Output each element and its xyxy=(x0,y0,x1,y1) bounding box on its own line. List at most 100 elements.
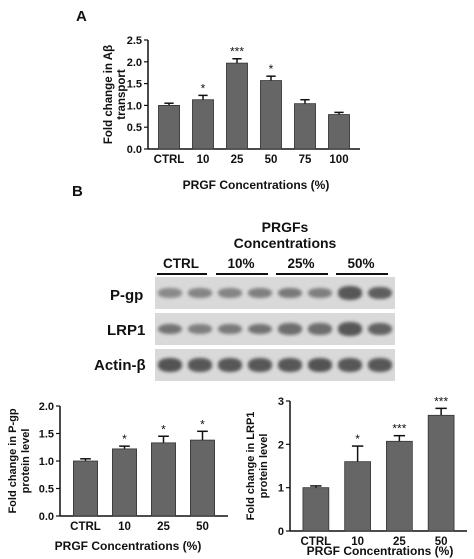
blot-band xyxy=(338,322,362,336)
blot-band xyxy=(158,323,182,335)
blot-band xyxy=(308,287,332,299)
blot-band xyxy=(278,358,302,372)
bar xyxy=(328,114,350,150)
panel-label-a: A xyxy=(76,8,87,25)
y-axis-title: protein level xyxy=(258,434,270,499)
blot-band xyxy=(158,358,182,372)
blot-row-label-pgp: P-gp xyxy=(110,287,144,304)
x-tick-label: CTRL xyxy=(154,154,185,166)
x-axis-title: PRGF Concentrations (%) xyxy=(183,178,330,192)
y-tick-label: 3 xyxy=(278,396,284,408)
blot-group-50: 50% xyxy=(347,256,375,271)
y-tick-label: 2.0 xyxy=(39,401,54,413)
bar xyxy=(386,440,413,532)
x-tick-label: 75 xyxy=(299,154,312,166)
x-tick-label: 25 xyxy=(393,536,406,548)
y-tick-label: 0.0 xyxy=(39,511,54,523)
y-tick-label: 2 xyxy=(278,439,284,451)
y-tick-label: 1 xyxy=(278,483,284,495)
blot-band xyxy=(308,323,332,335)
chart-pgp: 0.0 0.5 1.0 1.5 2.0 CTRL * 10 * 25 * 50 PRGF Concent… xyxy=(7,401,228,553)
blot-band xyxy=(368,286,392,300)
bar xyxy=(260,80,282,150)
x-tick-label: 10 xyxy=(351,536,364,548)
x-tick-label: 10 xyxy=(118,521,131,533)
y-axis-title: Fold change in P-gp xyxy=(7,408,19,513)
x-tick-label: 10 xyxy=(197,154,210,166)
bar xyxy=(344,461,371,532)
significance-marker: *** xyxy=(230,45,244,59)
bar xyxy=(190,439,215,517)
blot-group-25: 25% xyxy=(287,256,315,271)
blot-band xyxy=(248,323,272,335)
blot-header-line1: PRGFs xyxy=(261,219,309,235)
y-axis-title: transport xyxy=(116,69,128,120)
y-tick-label: 2.0 xyxy=(127,57,142,69)
x-tick-label: CTRL xyxy=(70,521,101,533)
bar xyxy=(158,105,180,150)
bar xyxy=(427,414,455,532)
bar xyxy=(302,487,330,532)
x-tick-label: 25 xyxy=(157,521,170,533)
blot-band xyxy=(218,323,242,335)
significance-marker: *** xyxy=(434,394,448,408)
blot-strip xyxy=(155,349,395,381)
bar xyxy=(294,103,316,150)
y-tick-label: 1.0 xyxy=(127,100,142,112)
x-tick-label: 50 xyxy=(435,536,448,548)
blot-band xyxy=(368,322,392,336)
y-tick-label: 1.5 xyxy=(127,79,142,91)
bar xyxy=(192,99,214,150)
significance-marker: * xyxy=(201,81,206,95)
blot-band xyxy=(158,288,182,298)
blot-strip xyxy=(155,277,395,309)
blot-band xyxy=(338,358,362,372)
y-tick-label: 0.5 xyxy=(127,122,142,134)
significance-marker: * xyxy=(355,432,360,446)
blot-row-label-actin: Actin-β xyxy=(94,357,146,374)
x-tick-label: 50 xyxy=(265,154,278,166)
x-axis-title: PRGF Concentrations (%) xyxy=(55,539,202,553)
blot-band xyxy=(278,323,302,335)
bar xyxy=(151,442,176,517)
blot-band xyxy=(218,358,242,372)
blot-group-underline-50 xyxy=(336,273,388,275)
y-tick-label: 1.5 xyxy=(39,429,54,441)
y-axis-title: Fold change in Aβ xyxy=(103,45,115,144)
blot-band xyxy=(248,287,272,299)
significance-marker: * xyxy=(200,417,205,431)
y-axis-title: Fold change in LRP1 xyxy=(245,412,257,521)
blot-band xyxy=(188,288,212,298)
blot-band xyxy=(218,288,242,298)
y-tick-label: 1.0 xyxy=(39,456,54,468)
blot-band xyxy=(368,358,392,372)
blot-band xyxy=(188,358,212,372)
chart-a-transport: 0.0 0.5 1.0 1.5 2.0 2.5 CTRL * 10 *** 25 * 50 75 100 PR… xyxy=(103,35,360,192)
bar xyxy=(226,62,248,150)
y-tick-label: 0 xyxy=(278,526,284,538)
blot-group-underline-ctrl xyxy=(157,273,207,275)
blot-band xyxy=(278,287,302,299)
blot-strip xyxy=(155,313,395,345)
blot-group-ctrl: CTRL xyxy=(163,256,199,271)
significance-marker: *** xyxy=(392,422,406,436)
blot-band xyxy=(188,323,212,335)
y-tick-label: 0.5 xyxy=(39,484,54,496)
y-axis-title: protein level xyxy=(20,429,32,494)
x-tick-label: 100 xyxy=(329,154,348,166)
x-tick-label: CTRL xyxy=(301,536,332,548)
significance-marker: * xyxy=(122,432,127,446)
blot-header-line2: Concentrations xyxy=(233,235,337,251)
blot-group-underline-10 xyxy=(216,273,268,275)
y-tick-label: 0.0 xyxy=(127,144,142,156)
blot-band xyxy=(338,286,362,300)
blot-band xyxy=(308,358,332,372)
blot-group-underline-25 xyxy=(276,273,328,275)
x-tick-label: 25 xyxy=(231,154,244,166)
significance-marker: * xyxy=(161,422,166,436)
panel-label-b: B xyxy=(72,183,83,200)
y-tick-label: 2.5 xyxy=(127,35,142,47)
blot-band xyxy=(248,358,272,372)
blot-row-label-lrp1: LRP1 xyxy=(107,322,146,339)
